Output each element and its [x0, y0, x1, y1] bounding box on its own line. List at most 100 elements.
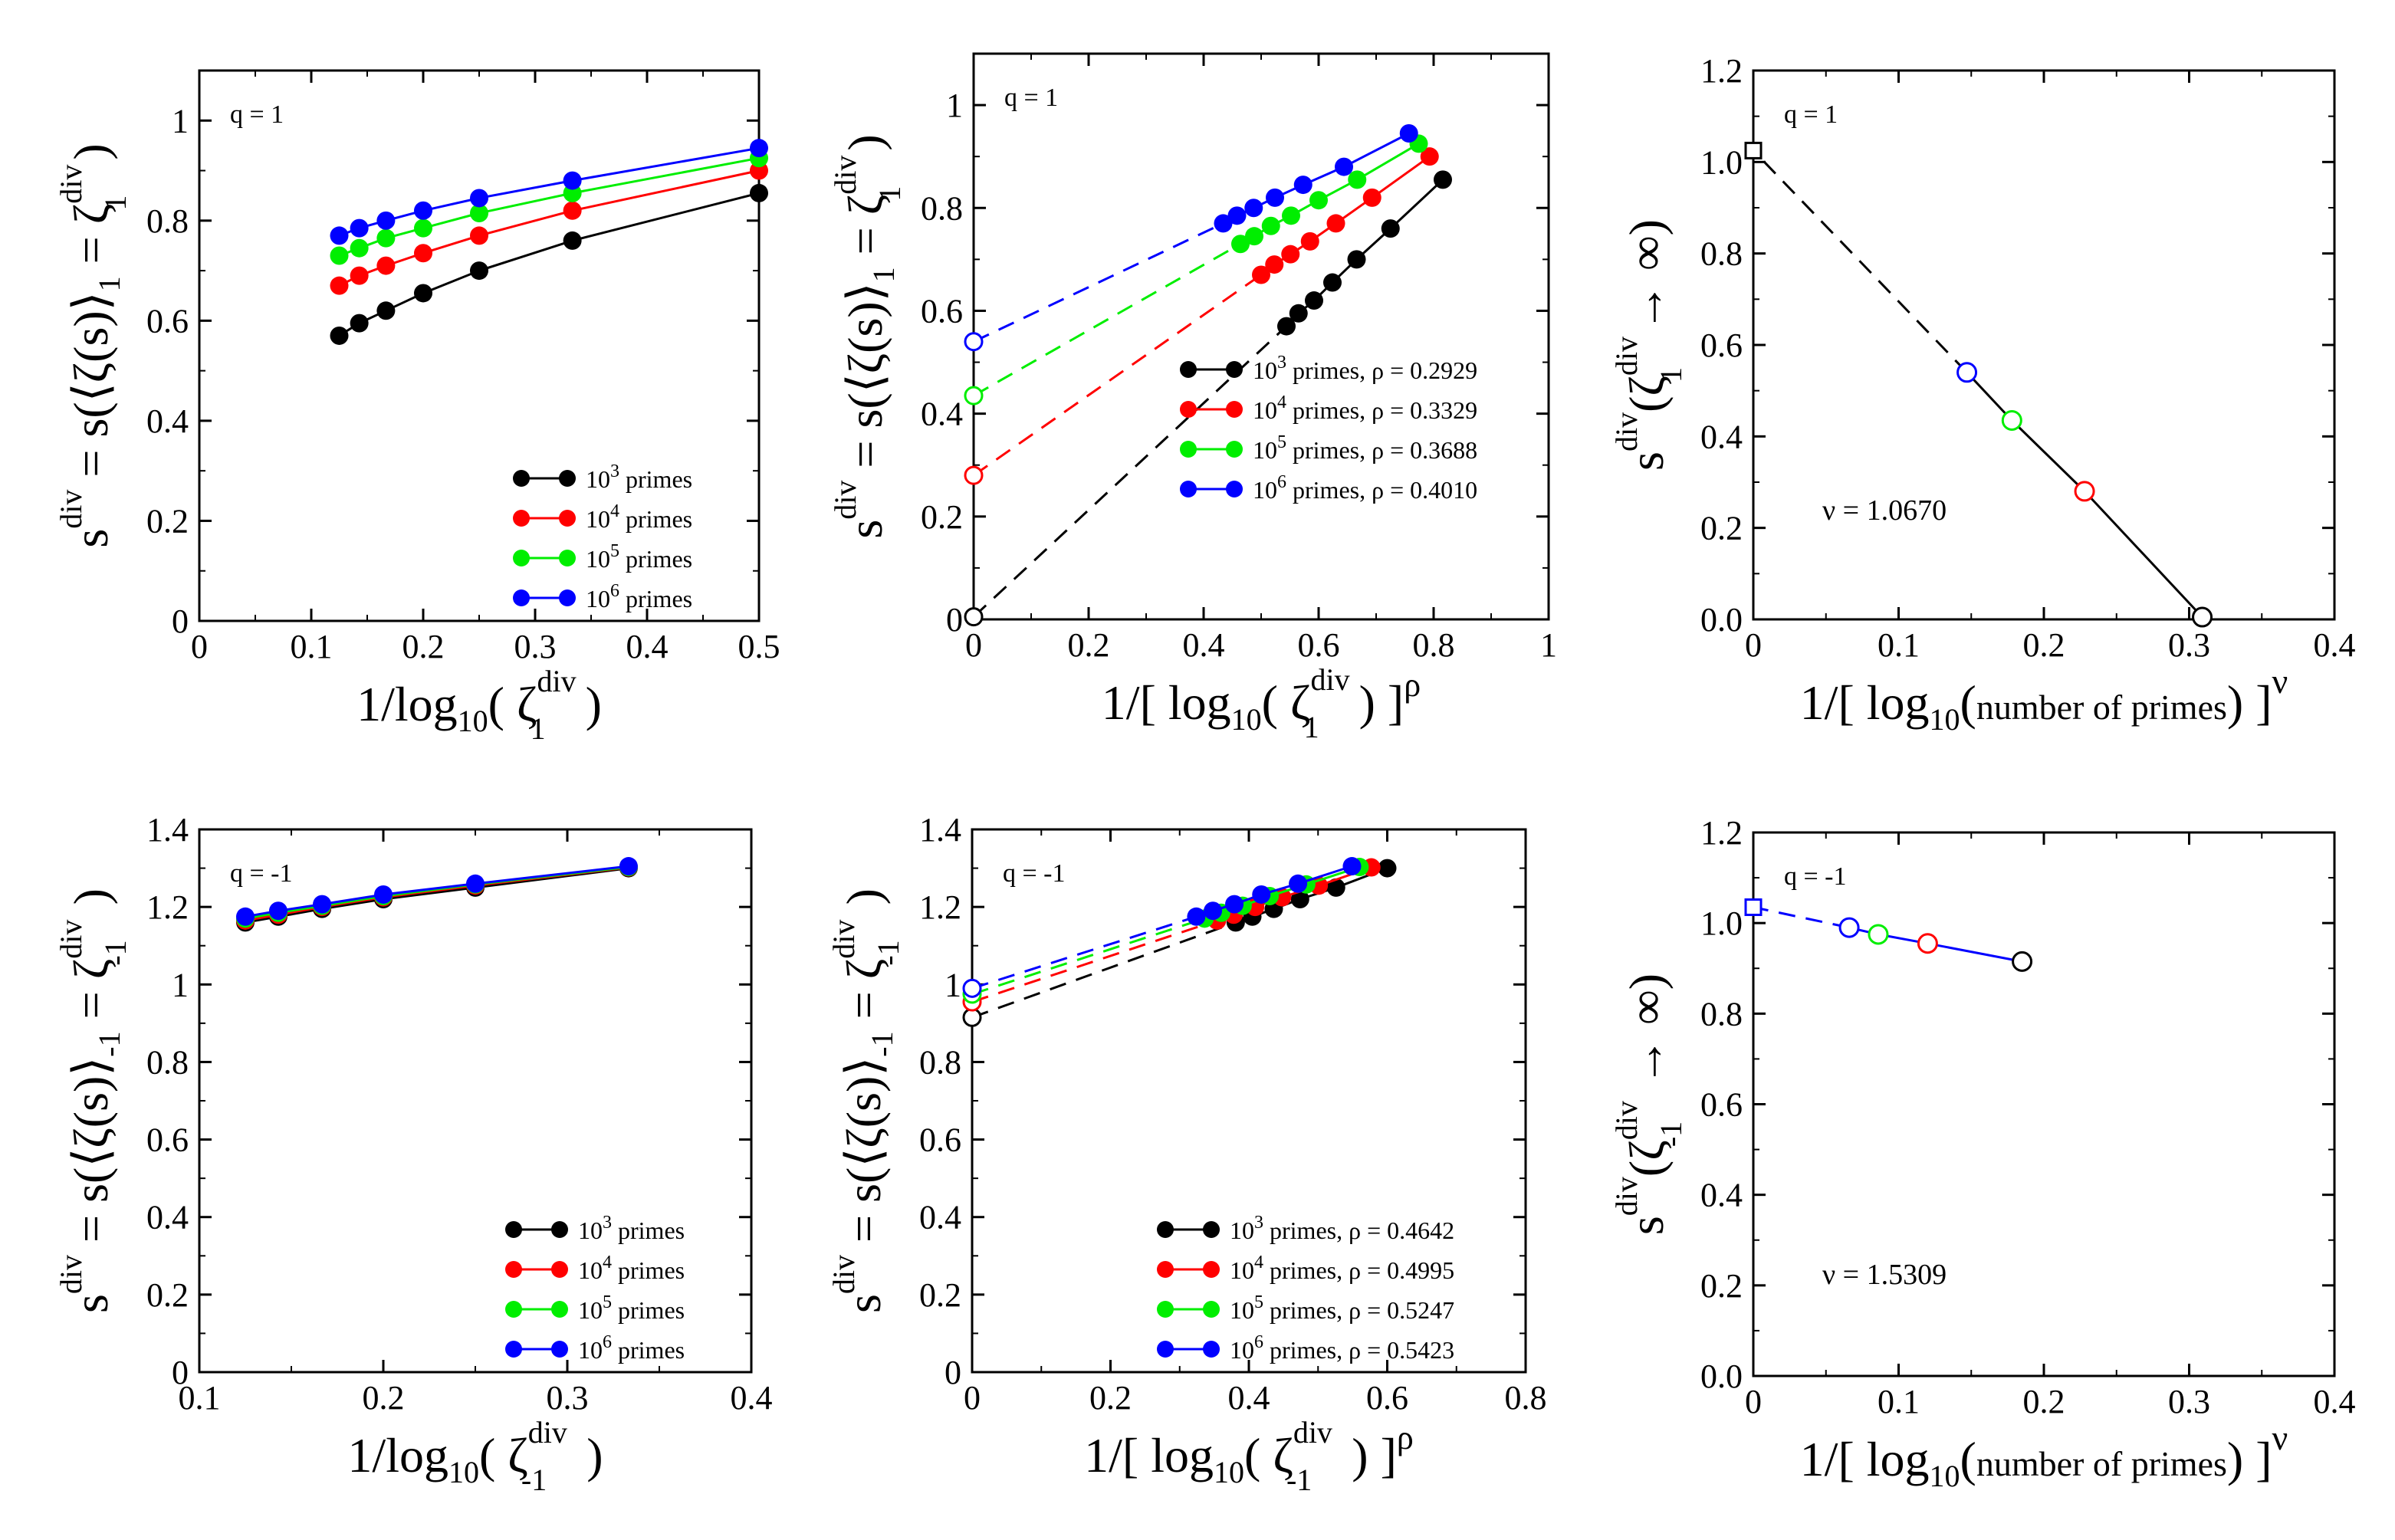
y-tick-label: 0.8: [921, 189, 963, 227]
x-tick-label: 0.2: [2023, 626, 2065, 664]
y-axis-label-text: sdiv(ζdiv -1 → ∞): [1609, 974, 1688, 1235]
legend-entry: 105 primes: [505, 1292, 685, 1324]
x-tick-label: 0.8: [1413, 626, 1455, 664]
legend-marker: [505, 1301, 522, 1318]
panel-p1: 0 0.1 0.2 0.3 0.4 0.5 0 0.2 0.4 0.6 0.8 1 q = 1 1/log…: [54, 69, 780, 746]
data-point: [1323, 273, 1342, 292]
y-tick-label: 0.6: [1700, 1086, 1743, 1124]
y-tick-label: 1.2: [146, 888, 189, 926]
legend-marker: [1180, 441, 1197, 458]
data-point: [470, 204, 488, 223]
data-point: [376, 211, 396, 230]
data-point: [2012, 951, 2033, 972]
series-3: [236, 857, 638, 926]
data-point: [350, 266, 369, 285]
extrapolated-point: [962, 978, 982, 998]
data-point: [563, 231, 582, 250]
series-0: [962, 859, 1397, 1027]
data-point: [750, 183, 768, 202]
x-tick-label: 0.4: [2314, 626, 2356, 664]
y-tick-label: 0.6: [919, 1121, 961, 1159]
extrapolation-line: [973, 222, 1224, 343]
series-line: [338, 146, 760, 237]
y-axis-label: sdiv = s(⟨ζ(s)⟩1 = ζdiv 1 ): [828, 134, 907, 538]
series-1: [236, 858, 638, 930]
x-tick-label: 0.3: [2168, 626, 2210, 664]
legend-marker: [1157, 1261, 1174, 1278]
x-tick-label: 0.2: [402, 628, 445, 665]
y-tick-label: 0.8: [146, 202, 189, 240]
y-tick-label: 0.2: [146, 1276, 189, 1314]
data-point: [1868, 924, 1889, 945]
y-tick-label: 1: [172, 966, 189, 1003]
legend-entry: 105 primes, ρ = 0.3688: [1180, 432, 1477, 464]
legend-marker: [1180, 361, 1197, 378]
legend-entry: 104 primes: [513, 501, 692, 533]
y-tick-label: 0.2: [921, 498, 963, 536]
x-axis-label: 1/[ log10( ζdiv -1 ) ]ρ: [1084, 1415, 1414, 1497]
y-tick-label: 1.4: [146, 811, 189, 849]
extrapolated-point: [962, 1007, 982, 1027]
y-tick-label: 0.4: [146, 402, 189, 440]
data-point: [236, 907, 255, 926]
y-tick-label: 0.8: [146, 1043, 189, 1081]
data-point: [2074, 481, 2095, 502]
legend-label: 105 primes, ρ = 0.5247: [1230, 1292, 1454, 1324]
y-tick-label: 1.0: [1700, 143, 1743, 181]
q-annotation: q = -1: [230, 859, 293, 888]
data-point: [1265, 255, 1284, 274]
series-0: [330, 183, 768, 345]
legend-marker: [559, 510, 576, 527]
x-tick-label: 0: [964, 1379, 981, 1417]
data-point: [1399, 123, 1418, 143]
y-tick-label: 0.8: [919, 1043, 961, 1081]
data-point: [1289, 874, 1308, 893]
legend-label: 103 primes, ρ = 0.2929: [1253, 353, 1477, 384]
series-2: [964, 134, 1428, 406]
legend-marker: [1203, 1301, 1220, 1318]
y-tick-label: 0.8: [1700, 235, 1743, 273]
y-axis-label: sdiv(ζdiv -1 → ∞): [1609, 974, 1688, 1235]
y-axis-label: sdiv = s(⟨ζ(s)⟩-1 = ζdiv -1 ): [826, 888, 905, 1313]
legend-label: 104 primes: [578, 1253, 685, 1284]
extrapolated-point: [964, 386, 984, 406]
data-point: [374, 885, 393, 904]
legend-label: 103 primes: [578, 1213, 685, 1244]
y-tick-label: 0: [172, 1354, 189, 1391]
y-axis-label: sdiv = s(⟨ζ(s)⟩1 = ζdiv 1 ): [54, 143, 133, 547]
legend-label: 106 primes, ρ = 0.4010: [1253, 472, 1477, 504]
plot-frame: [1752, 69, 2336, 621]
legend-marker: [1157, 1301, 1174, 1318]
legend-entry: 104 primes: [505, 1253, 685, 1284]
data-point: [470, 226, 488, 245]
y-tick-label: 0.2: [1700, 510, 1743, 547]
legend-marker: [505, 1261, 522, 1278]
limit-marker: [1744, 898, 1763, 916]
q-annotation: q = 1: [230, 100, 284, 129]
extrapolation-line: [971, 921, 1237, 1019]
data-point: [1231, 235, 1250, 254]
series-0: [964, 170, 1452, 627]
extrapolated-point: [964, 607, 984, 627]
legend-entry: 103 primes, ρ = 0.2929: [1180, 353, 1477, 384]
x-tick-label: 0.2: [1068, 626, 1110, 664]
data-point: [268, 901, 287, 921]
y-tick-label: 0.4: [146, 1199, 189, 1236]
extrapolated-point: [964, 332, 984, 352]
legend-label: 105 primes: [586, 541, 692, 573]
q-annotation: q = -1: [1784, 862, 1847, 891]
data-point: [1290, 890, 1309, 909]
data-point: [1214, 214, 1233, 233]
x-tick-label: 0.4: [1183, 626, 1225, 664]
y-tick-label: 1.2: [1700, 52, 1743, 90]
x-tick-label: 0.3: [514, 628, 557, 665]
nu-label: ν = 1.0670: [1822, 494, 1947, 527]
data-point: [466, 874, 485, 893]
y-tick-label: 0.2: [146, 502, 189, 540]
data-point: [1434, 170, 1452, 189]
legend-label: 106 primes, ρ = 0.5423: [1230, 1332, 1454, 1364]
limit-marker: [1744, 141, 1763, 159]
data-point: [330, 246, 349, 265]
x-tick-label: 0.1: [1878, 626, 1920, 664]
y-axis-label-text: sdiv = s(⟨ζ(s)⟩1 = ζdiv 1 ): [828, 134, 907, 538]
